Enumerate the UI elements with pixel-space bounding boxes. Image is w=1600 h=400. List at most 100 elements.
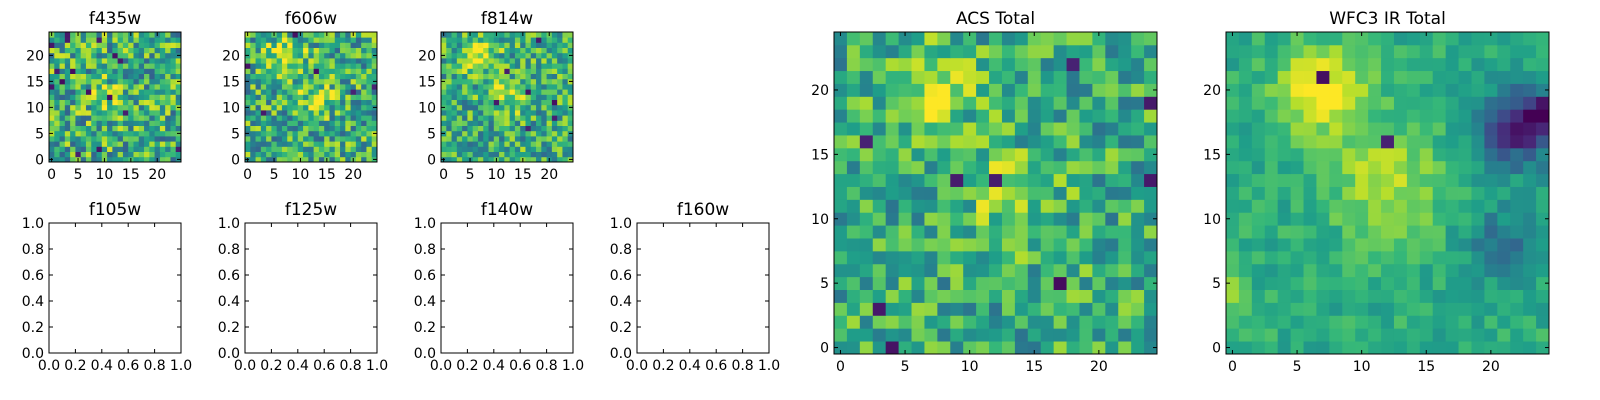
heatmap-cell (371, 84, 378, 90)
heatmap-cell (133, 73, 140, 80)
heatmap-cell (64, 84, 71, 90)
heatmap-cell (128, 78, 134, 85)
heatmap-cell (1342, 263, 1356, 278)
heatmap-cell (281, 63, 288, 69)
heatmap-cell (1393, 109, 1408, 123)
heatmap-cell (271, 73, 278, 80)
heatmap-cell (313, 68, 320, 74)
heatmap-cell (562, 115, 569, 121)
heatmap-cell (1053, 276, 1067, 290)
heatmap-cell (1264, 263, 1279, 278)
heatmap-cell (1368, 83, 1382, 97)
heatmap-cell (551, 141, 558, 147)
heatmap-cell (1355, 32, 1369, 46)
heatmap-cell (308, 78, 315, 85)
heatmap-cell (355, 78, 362, 85)
heatmap-cell (350, 52, 357, 59)
heatmap-cell (1264, 135, 1279, 149)
heatmap-cell (1092, 302, 1106, 316)
heatmap-cell (308, 52, 315, 59)
heatmap-cell (266, 125, 272, 132)
heatmap-cell (271, 130, 278, 137)
heatmap-cell (154, 99, 161, 106)
heatmap-cell (562, 89, 569, 95)
heatmap-cell (1118, 199, 1132, 213)
heatmap-cell (1432, 212, 1447, 226)
heatmap-cell (1040, 160, 1055, 175)
heatmap-cell (963, 276, 977, 290)
heatmap-cell (1079, 57, 1093, 72)
heatmap-cell (1458, 289, 1472, 303)
heatmap-cell (451, 151, 458, 158)
heatmap-cell (514, 130, 521, 137)
heatmap-cell (520, 125, 526, 132)
heatmap-cell (1144, 225, 1158, 239)
heatmap-cell (107, 32, 113, 38)
heatmap-cell (1226, 147, 1240, 162)
heatmap-cell (54, 37, 60, 43)
heatmap-cell (1523, 199, 1537, 213)
heatmap-cell (1510, 135, 1524, 149)
heatmap-cell (1316, 32, 1330, 46)
heatmap-cell (885, 238, 899, 252)
heatmap-cell (872, 276, 887, 290)
heatmap-cell (1131, 328, 1145, 342)
heatmap-cell (340, 130, 346, 137)
heatmap-cell (504, 120, 511, 126)
heatmap-cell (1251, 238, 1266, 252)
heatmap-cell (59, 84, 66, 90)
heatmap-cell (525, 68, 532, 74)
heatmap-cell (287, 146, 293, 152)
heatmap-cell (271, 146, 278, 152)
heatmap-cell (112, 146, 119, 152)
heatmap-cell (1329, 44, 1343, 59)
heatmap-cell (509, 89, 516, 95)
heatmap-cell (567, 94, 574, 100)
heatmap-cell (530, 84, 537, 90)
heatmap-cell (70, 37, 76, 43)
y-tick-label: 20 (26, 48, 44, 64)
heatmap-cell (462, 99, 468, 106)
heatmap-cell (1445, 302, 1459, 316)
heatmap-cell (276, 104, 283, 111)
heatmap-cell (1079, 160, 1093, 175)
heatmap-cell (85, 78, 92, 85)
heatmap-cell (859, 122, 874, 136)
heatmap-cell (1264, 225, 1279, 239)
heatmap-cell (477, 37, 484, 43)
heatmap-cell (520, 63, 526, 69)
heatmap-cell (101, 73, 108, 80)
heatmap-cell (1536, 122, 1550, 136)
heatmap-cell (536, 125, 542, 132)
heatmap-cell (175, 63, 182, 69)
heatmap-cell (1144, 83, 1158, 97)
heatmap-cell (1131, 289, 1145, 303)
heatmap-cell (1118, 250, 1132, 265)
heatmap-cell (456, 32, 463, 38)
y-tick-label: 10 (418, 100, 436, 116)
heatmap-cell (271, 94, 278, 100)
heatmap-cell (859, 238, 874, 252)
heatmap-cell (1264, 328, 1279, 342)
heatmap-cell (334, 32, 341, 38)
heatmap-cell (976, 199, 990, 213)
heatmap-cell (287, 42, 293, 48)
heatmap-cell (112, 89, 119, 95)
heatmap-cell (107, 42, 113, 48)
heatmap-cell (1381, 173, 1395, 187)
heatmap-cell (530, 141, 537, 147)
heatmap-cell (451, 58, 458, 64)
heatmap-cell (1251, 173, 1266, 187)
heatmap-cell (872, 302, 887, 316)
heatmap-cell (91, 110, 97, 116)
heatmap-cell (1316, 122, 1330, 136)
heatmap-cell (514, 125, 521, 132)
heatmap-cell (541, 58, 547, 64)
heatmap-cell (525, 89, 532, 95)
heatmap-cell (520, 146, 526, 152)
heatmap-cell (911, 302, 925, 316)
heatmap-cell (504, 73, 511, 80)
heatmap-cell (271, 84, 278, 90)
heatmap-cell (1432, 250, 1447, 265)
heatmap-cell (859, 83, 874, 97)
